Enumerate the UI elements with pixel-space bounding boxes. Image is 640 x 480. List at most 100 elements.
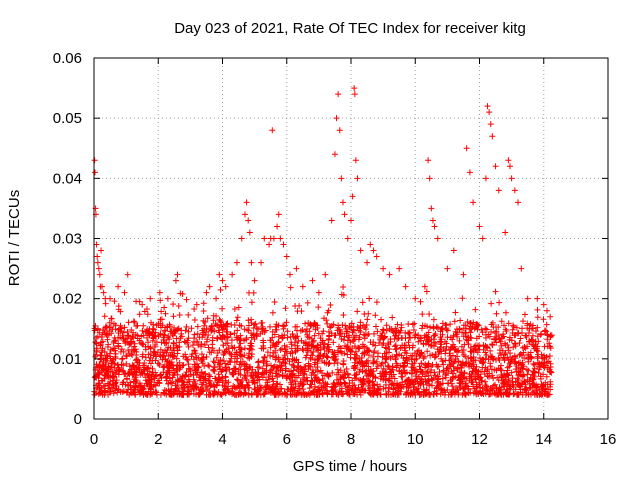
x-tick-label: 0 (90, 431, 98, 448)
data-point (482, 175, 489, 182)
chart-title: Day 023 of 2021, Rate Of TEC Index for r… (174, 20, 526, 37)
data-point (373, 253, 380, 260)
data-point (275, 211, 282, 218)
data-point (351, 91, 358, 98)
x-tick-label: 8 (347, 431, 355, 448)
data-point (333, 115, 340, 122)
data-point (460, 271, 467, 278)
y-axis-ticks: 0 0.01 0.02 0.03 0.04 0.05 0.06 (53, 50, 608, 428)
data-point (543, 307, 550, 314)
data-point (540, 301, 547, 308)
data-point (91, 157, 98, 164)
data-point (534, 295, 541, 302)
data-point (352, 157, 359, 164)
data-point (515, 199, 522, 206)
data-point (95, 265, 102, 272)
data-point (243, 199, 250, 206)
data-point (425, 157, 432, 164)
x-tick-label: 10 (407, 431, 424, 448)
data-point (370, 247, 377, 254)
data-point (280, 241, 287, 248)
data-point (338, 175, 345, 182)
data-point (444, 265, 451, 272)
data-point (492, 163, 499, 170)
data-point (261, 235, 268, 242)
data-point (270, 235, 277, 242)
data-point (434, 235, 441, 242)
data-point (380, 265, 387, 272)
data-point (203, 289, 210, 296)
x-axis-label: GPS time / hours (293, 458, 407, 475)
data-point (335, 91, 342, 98)
data-points (91, 85, 555, 398)
data-point (286, 271, 293, 278)
data-point (348, 217, 354, 224)
data-point (309, 277, 316, 284)
data-point (206, 283, 213, 290)
data-point (258, 259, 265, 266)
data-point (524, 295, 531, 302)
data-point (412, 295, 419, 302)
data-point (518, 265, 525, 272)
data-point (466, 169, 473, 176)
data-point (357, 247, 364, 254)
data-point (396, 265, 403, 272)
data-point (386, 271, 393, 278)
data-point (283, 253, 290, 260)
data-point (402, 283, 409, 290)
data-point (156, 289, 163, 296)
data-point (246, 229, 253, 236)
data-point (229, 271, 236, 278)
y-tick-label: 0.05 (53, 110, 82, 127)
x-axis-ticks: 0 2 4 6 8 10 12 14 16 (90, 58, 616, 448)
data-point (463, 145, 470, 152)
data-point (94, 253, 101, 260)
data-point (293, 265, 300, 272)
data-point (233, 259, 240, 266)
data-point (216, 271, 223, 278)
data-point (367, 241, 374, 248)
data-point (511, 187, 518, 194)
x-tick-label: 12 (471, 431, 488, 448)
data-point (274, 223, 281, 230)
data-point (354, 175, 361, 182)
data-point (421, 283, 428, 290)
data-point (100, 289, 107, 296)
data-point (219, 277, 226, 284)
data-point (94, 259, 101, 266)
data-point (115, 283, 122, 290)
data-point (172, 277, 179, 284)
x-tick-label: 6 (283, 431, 291, 448)
data-point (164, 295, 171, 302)
data-point (484, 103, 491, 110)
data-point (508, 175, 515, 182)
data-point (486, 109, 493, 116)
data-point (238, 235, 245, 242)
y-tick-label: 0.03 (53, 231, 82, 248)
data-point (426, 175, 433, 182)
data-point (248, 259, 255, 266)
data-point (322, 271, 329, 278)
data-point (428, 205, 435, 212)
data-point (174, 271, 181, 278)
data-point (339, 199, 346, 206)
data-point (139, 301, 146, 308)
data-point (450, 247, 457, 254)
data-point (91, 169, 98, 176)
data-point (336, 127, 343, 134)
x-tick-label: 4 (218, 431, 226, 448)
y-tick-label: 0 (74, 411, 82, 428)
y-tick-label: 0.06 (53, 50, 82, 67)
data-point (107, 295, 114, 302)
data-point (121, 289, 128, 296)
data-point (98, 247, 105, 254)
data-point (341, 211, 348, 218)
data-point (96, 271, 103, 278)
data-point (251, 277, 258, 284)
data-point (93, 241, 100, 248)
data-point (213, 295, 220, 302)
data-point (299, 283, 306, 290)
data-point (495, 187, 502, 194)
data-point (331, 151, 338, 158)
